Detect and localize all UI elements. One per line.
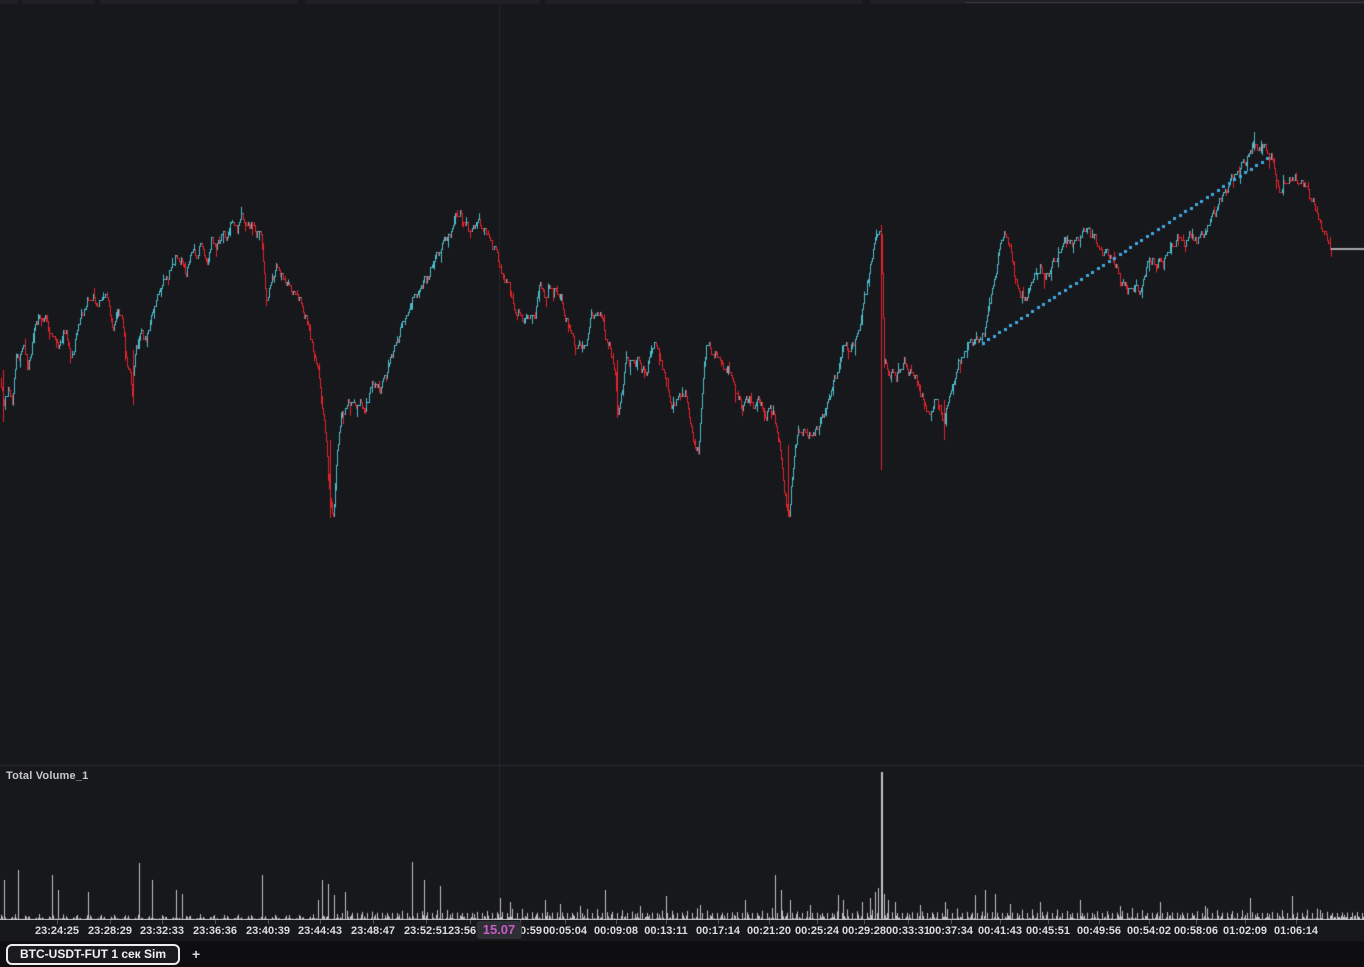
time-axis-label: 00:13:11 (644, 925, 688, 937)
time-axis-label: 00:29:28 (841, 925, 887, 937)
time-axis-label: 00:09:08 (593, 925, 639, 937)
time-axis-tick (426, 920, 427, 924)
time-axis-tick (1048, 920, 1049, 924)
time-axis-tick (268, 920, 269, 924)
time-axis-label: 23:36:36 (192, 925, 238, 937)
date-change-badge: 15.07 (476, 921, 522, 939)
time-axis-label: 00:37:34 (928, 925, 974, 937)
chart-tab-bar: BTC-USDT-FUT 1 сек Sim + (0, 941, 1364, 967)
tab-btc-usdt-fut[interactable]: BTC-USDT-FUT 1 сек Sim (6, 943, 181, 965)
time-axis-label: 00:25:24 (794, 925, 840, 937)
time-axis-label: 23:28:29 (87, 925, 133, 937)
time-axis-tick (215, 920, 216, 924)
time-axis-label: 01:06:14 (1273, 925, 1319, 937)
time-axis-label: 00:21:20 (746, 925, 792, 937)
time-axis-tick (1000, 920, 1001, 924)
time-axis-label: 00:49:56 (1076, 925, 1122, 937)
time-axis-label: 00:17:14 (695, 925, 741, 937)
time-axis-tick (320, 920, 321, 924)
time-axis-tick (1149, 920, 1150, 924)
time-axis-tick (769, 920, 770, 924)
time-axis-label: 00:33:31 (885, 925, 931, 937)
time-axis-label: 23:44:43 (297, 925, 343, 937)
time-axis-tick (110, 920, 111, 924)
time-axis-tick (951, 920, 952, 924)
time-axis-tick (908, 920, 909, 924)
price-and-volume-chart-canvas[interactable] (0, 0, 1364, 920)
time-axis[interactable]: 23:24:25 23:28:29 23:32:33 23:36:36 23:40:39… (0, 920, 1364, 941)
time-axis-label: 00:58:06 (1173, 925, 1219, 937)
time-axis-label: 23:48:47 (350, 925, 396, 937)
add-tab-button[interactable]: + (192, 946, 201, 962)
time-axis-label: 00:45:51 (1025, 925, 1071, 937)
time-axis-tick (1296, 920, 1297, 924)
time-axis-tick (718, 920, 719, 924)
time-axis-tick (1196, 920, 1197, 924)
time-axis-label: 23:40:39 (245, 925, 291, 937)
time-axis-tick (864, 920, 865, 924)
time-axis-label: 00:41:43 (977, 925, 1023, 937)
time-axis-label: 00:05:04 (542, 925, 588, 937)
time-axis-tick (666, 920, 667, 924)
time-axis-tick (470, 920, 471, 924)
time-axis-tick (1099, 920, 1100, 924)
time-axis-tick (1245, 920, 1246, 924)
volume-indicator-label[interactable]: Total Volume_1 (6, 770, 89, 782)
time-axis-label: 23:32:33 (139, 925, 185, 937)
time-axis-label: 01:02:09 (1222, 925, 1268, 937)
time-axis-tick (57, 920, 58, 924)
time-axis-tick (616, 920, 617, 924)
time-axis-tick (162, 920, 163, 924)
time-axis-tick (565, 920, 566, 924)
time-axis-label: 23:24:25 (34, 925, 80, 937)
time-axis-label: 23:52:51 (403, 925, 449, 937)
time-axis-tick (817, 920, 818, 924)
time-axis-tick (373, 920, 374, 924)
time-axis-label: 00:54:02 (1126, 925, 1172, 937)
